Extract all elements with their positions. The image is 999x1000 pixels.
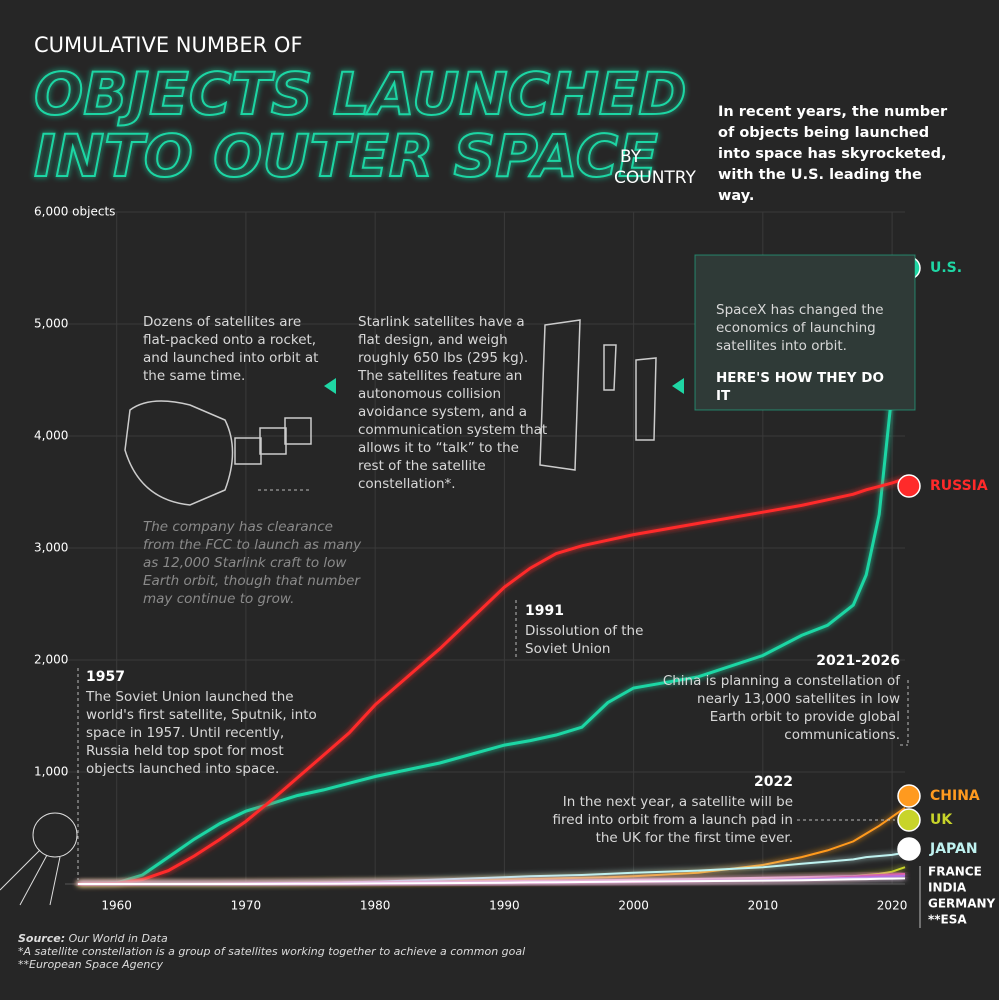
annotation-heading: 2021-2026 — [816, 653, 900, 669]
annotation-text: Starlink satellites have a flat design, … — [358, 314, 548, 492]
series-label: U.S. — [930, 260, 962, 276]
title: INTO OUTER SPACE — [34, 122, 658, 190]
y-tick-label: 4,000 — [34, 429, 68, 443]
y-tick-label: 1,000 — [34, 765, 68, 779]
series-line — [77, 258, 907, 886]
y-tick-label: 3,000 — [34, 541, 68, 555]
flag-icon — [897, 837, 921, 861]
arrow — [324, 378, 336, 394]
series-label: UK — [930, 812, 953, 828]
title-small: CUMULATIVE NUMBER OF — [34, 33, 303, 57]
flag-icon — [897, 784, 921, 808]
annotation-text: China is planning a constellation of nea… — [662, 673, 900, 743]
intro: In recent years, the number of objects b… — [718, 104, 948, 204]
series-label: **ESA — [928, 913, 967, 927]
source: Source: Our World in Data — [18, 932, 168, 945]
labels: U.S. RUSSIA CHINA UK JAPAN FRANCE INDIA GERMANY… — [897, 256, 996, 928]
annotation-text: SpaceX has changed the economics of laun… — [716, 302, 884, 354]
source-text: Our World in Data — [68, 932, 168, 945]
annotation: 2021-2026 China is planning a constellati… — [660, 652, 900, 744]
x-tick-label: 2000 — [618, 899, 649, 913]
x-tick-label: 1990 — [489, 899, 520, 913]
flag-icon — [897, 808, 921, 832]
title: OBJECTS LAUNCHED — [34, 60, 687, 128]
y-tick-label: 2,000 — [34, 653, 68, 667]
annotation-heading: 2022 — [754, 774, 793, 790]
x-tick-label: 2020 — [877, 899, 908, 913]
x-tick-label: 2010 — [748, 899, 779, 913]
annotation: SpaceX has changed the economics of laun… — [716, 301, 896, 405]
series-label: CHINA — [930, 788, 980, 804]
satellite-icon — [234, 319, 657, 471]
annotation-text: In the next year, a satellite will be fi… — [552, 794, 793, 846]
series-line — [77, 877, 906, 885]
annotation: 1991 Dissolution of the Soviet Union — [525, 602, 675, 658]
callout-box — [694, 254, 916, 411]
series-label: RUSSIA — [930, 478, 988, 494]
source-label: Source: — [18, 932, 66, 945]
annotation: 2022 In the next year, a satellite will b… — [545, 773, 793, 847]
annotation: 1957 The Soviet Union launched the world'… — [86, 668, 331, 778]
x-tick-label: 1970 — [231, 899, 262, 913]
x-tick-label: 1980 — [360, 899, 391, 913]
annotation-text: The Soviet Union launched the world's fi… — [86, 689, 317, 777]
annotation-text: The company has clearance from the FCC t… — [143, 519, 362, 607]
lines — [77, 258, 907, 886]
annotation-text: Dissolution of the Soviet Union — [525, 623, 644, 657]
annotation: Starlink satellites have a flat design, … — [358, 313, 548, 493]
leaders — [77, 489, 909, 880]
note: *A satellite constellation is a group of… — [18, 945, 526, 958]
title-suffix: BY — [620, 147, 642, 167]
annotation: Dozens of satellites are flat-packed ont… — [143, 313, 323, 385]
callout-link[interactable]: HERE'S HOW THEY DO IT — [716, 370, 884, 404]
arrow — [672, 378, 684, 394]
series-line — [77, 477, 906, 886]
annotation-heading: 1991 — [525, 603, 564, 619]
annotation-text: Dozens of satellites are flat-packed ont… — [143, 314, 319, 384]
series-label: FRANCE — [928, 865, 982, 879]
series-label: GERMANY — [928, 897, 996, 911]
sputnik-icon — [0, 812, 78, 906]
annotation-heading: 1957 — [86, 669, 125, 685]
note: **European Space Agency — [18, 958, 163, 971]
grid: 1,000 2,000 3,000 4,000 5,000 6,000 objects 19… — [34, 205, 907, 913]
annotation: The company has clearance from the FCC t… — [143, 518, 368, 608]
series-label: INDIA — [928, 881, 967, 895]
y-tick-label: 6,000 objects — [34, 205, 115, 219]
title-suffix: COUNTRY — [614, 168, 697, 188]
y-tick-label: 5,000 — [34, 317, 68, 331]
flag-icon — [897, 474, 921, 498]
series-label: JAPAN — [929, 841, 978, 857]
x-tick-label: 1960 — [101, 899, 132, 913]
rocket-icon — [124, 400, 234, 506]
